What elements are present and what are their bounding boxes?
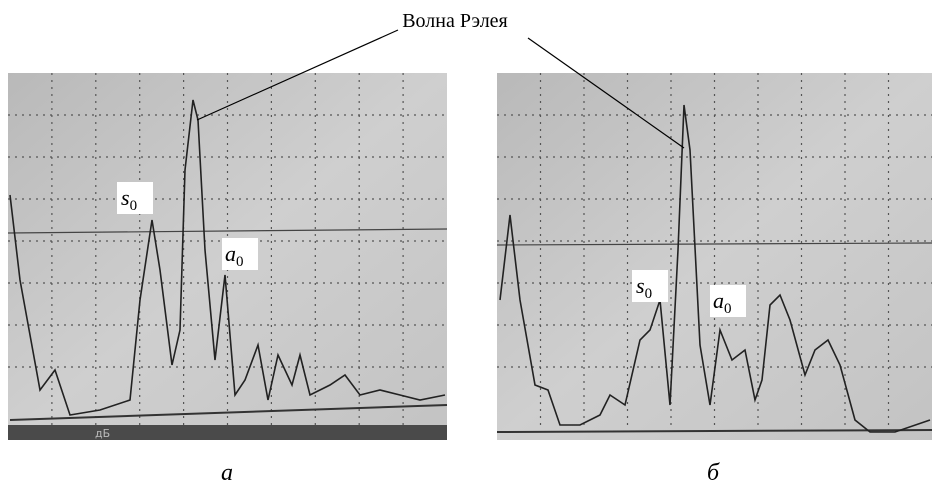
label-bg xyxy=(710,285,746,317)
label: s0 xyxy=(121,185,137,214)
center-line xyxy=(496,242,933,246)
waveform xyxy=(499,104,931,433)
screen-text: дБ xyxy=(95,427,110,440)
label: a0 xyxy=(713,288,732,317)
screen-bar xyxy=(8,425,447,440)
label-bg xyxy=(632,270,668,302)
waveform xyxy=(9,99,446,416)
caption: б xyxy=(707,460,720,486)
label: s0 xyxy=(636,273,652,302)
label: a0 xyxy=(225,241,244,270)
pointer xyxy=(196,29,399,121)
caption: а xyxy=(221,460,233,486)
center-line xyxy=(7,228,448,234)
baseline xyxy=(9,404,448,421)
label-bg xyxy=(222,238,258,270)
label-bg xyxy=(117,182,153,214)
title: Волна Рэлея xyxy=(402,10,508,32)
baseline xyxy=(496,429,933,433)
pointer xyxy=(527,37,685,149)
